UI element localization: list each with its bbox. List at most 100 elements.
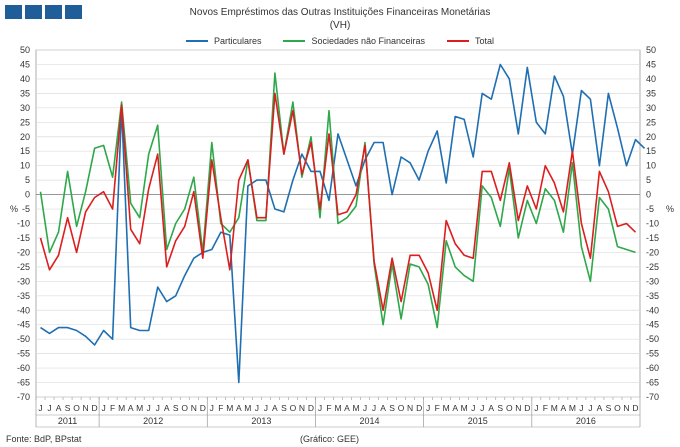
y-tick-label-right: 5 [646, 175, 651, 185]
x-tick-label: S [173, 403, 179, 413]
y-tick-label-right: -20 [646, 247, 659, 257]
y-tick-label-left: -10 [17, 219, 30, 229]
x-tick-label: A [597, 403, 603, 413]
logo-block [45, 5, 62, 19]
x-tick-label: A [452, 403, 458, 413]
x-tick-label: D [308, 403, 314, 413]
y-tick-label-right: -30 [646, 276, 659, 286]
y-tick-label-left: -35 [17, 291, 30, 301]
y-tick-label-left: -5 [22, 204, 30, 214]
y-tick-label-left: -25 [17, 262, 30, 272]
x-tick-label: N [623, 403, 629, 413]
y-tick-label-right: -25 [646, 262, 659, 272]
chart-credit: (Gráfico: GEE) [300, 434, 360, 444]
legend-swatch [185, 40, 208, 42]
x-tick-label: J [480, 403, 484, 413]
x-tick-label: O [290, 403, 297, 413]
x-tick-label: J [588, 403, 592, 413]
y-tick-label-left: 10 [20, 161, 30, 171]
x-tick-label: F [218, 403, 223, 413]
x-tick-label: J [579, 403, 583, 413]
y-tick-label-right: 50 [646, 45, 656, 55]
x-tick-label: F [543, 403, 548, 413]
x-tick-label: O [181, 403, 188, 413]
x-tick-label: D [632, 403, 638, 413]
year-label: 2013 [251, 416, 271, 426]
x-tick-label: A [380, 403, 386, 413]
x-tick-label: M [136, 403, 143, 413]
x-tick-label: M [461, 403, 468, 413]
y-tick-label-right: 15 [646, 146, 656, 156]
y-tick-label-right: 0 [646, 190, 651, 200]
legend-swatch [283, 40, 306, 42]
x-tick-label: A [128, 403, 134, 413]
x-tick-label: A [344, 403, 350, 413]
year-label: 2011 [58, 416, 77, 426]
x-tick-label: D [416, 403, 422, 413]
logo-block [5, 5, 22, 19]
y-tick-label-right: -65 [646, 378, 659, 388]
x-tick-label: J [156, 403, 160, 413]
x-tick-label: A [561, 403, 567, 413]
x-tick-label: M [352, 403, 359, 413]
y-tick-label-left: -40 [17, 305, 30, 315]
y-axis-label-left: % [10, 204, 18, 214]
x-tick-label: S [389, 403, 395, 413]
y-tick-label-right: -10 [646, 219, 659, 229]
legend-item-sociedades: Sociedades não Financeiras [283, 36, 425, 46]
x-tick-label: J [372, 403, 376, 413]
x-tick-label: D [92, 403, 98, 413]
x-tick-label: S [281, 403, 287, 413]
x-tick-label: O [614, 403, 621, 413]
y-tick-label-right: 30 [646, 103, 656, 113]
x-tick-label: N [407, 403, 413, 413]
series-line-sociedades-n-o-financeiras [39, 72, 636, 329]
x-tick-label: J [38, 403, 42, 413]
x-tick-label: M [551, 403, 558, 413]
y-tick-label-right: 20 [646, 132, 656, 142]
x-tick-label: J [534, 403, 538, 413]
y-tick-label-right: 40 [646, 74, 656, 84]
y-axis-label-right: % [666, 204, 674, 214]
x-tick-label: M [226, 403, 233, 413]
x-tick-label: J [318, 403, 322, 413]
source-note: Fonte: BdP, BPstat [6, 434, 82, 444]
legend-swatch [447, 40, 470, 42]
x-tick-label: S [497, 403, 503, 413]
brand-logo [5, 5, 82, 19]
y-tick-label-left: 35 [20, 88, 30, 98]
year-label: 2015 [468, 416, 488, 426]
x-tick-label: A [164, 403, 170, 413]
x-tick-label: J [47, 403, 51, 413]
x-tick-label: S [606, 403, 612, 413]
y-tick-label-right: -5 [646, 204, 654, 214]
x-tick-label: M [118, 403, 125, 413]
x-tick-label: M [244, 403, 251, 413]
y-tick-label-right: -35 [646, 291, 659, 301]
series-line-total [39, 92, 637, 312]
year-label: 2014 [360, 416, 380, 426]
y-tick-label-left: 5 [25, 175, 30, 185]
x-tick-label: J [363, 403, 367, 413]
legend-label: Particulares [213, 36, 262, 46]
x-tick-label: F [435, 403, 440, 413]
legend-item-total: Total [447, 36, 494, 46]
x-tick-label: N [299, 403, 305, 413]
y-tick-label-right: -45 [646, 320, 659, 330]
y-tick-label-left: -50 [17, 334, 30, 344]
x-tick-label: D [524, 403, 530, 413]
x-tick-label: A [488, 403, 494, 413]
y-tick-label-left: -65 [17, 378, 30, 388]
y-tick-label-right: -70 [646, 392, 659, 402]
y-tick-label-left: -60 [17, 363, 30, 373]
y-tick-label-left: 40 [20, 74, 30, 84]
x-tick-label: D [200, 403, 206, 413]
x-tick-label: A [56, 403, 62, 413]
x-tick-label: J [255, 403, 259, 413]
year-label: 2016 [576, 416, 596, 426]
x-tick-label: O [73, 403, 80, 413]
chart-subtitle: (VH) [329, 20, 351, 31]
legend-label: Total [475, 36, 495, 46]
x-tick-label: O [398, 403, 405, 413]
y-tick-label-right: 25 [646, 117, 656, 127]
